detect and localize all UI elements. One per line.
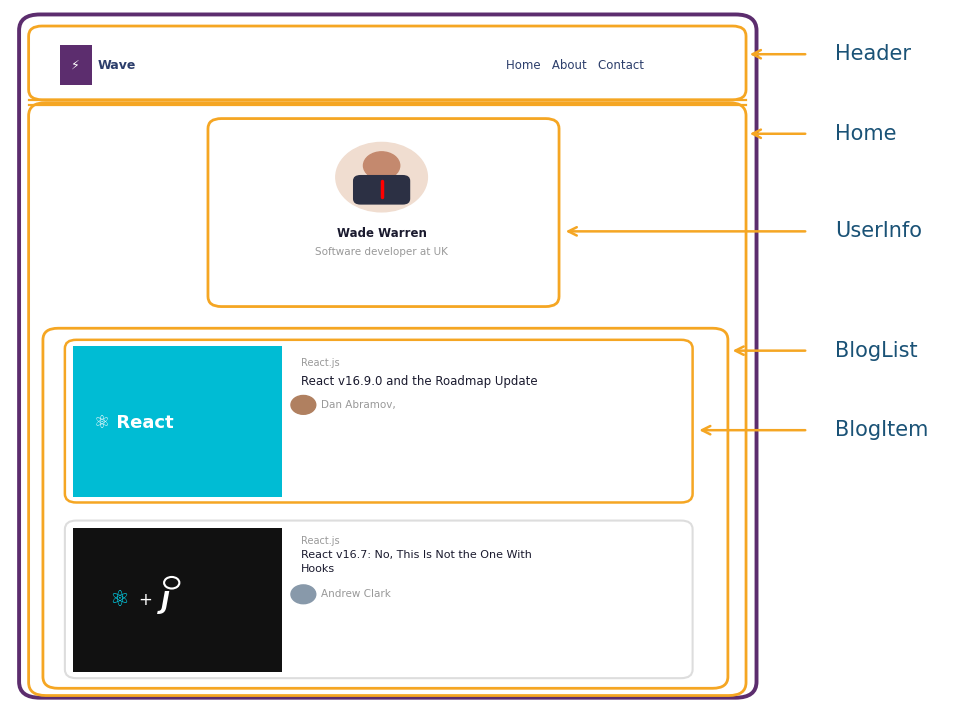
FancyBboxPatch shape (29, 26, 745, 100)
FancyBboxPatch shape (29, 103, 745, 696)
Text: React v16.9.0 and the Roadmap Update: React v16.9.0 and the Roadmap Update (300, 375, 537, 388)
Text: Wade Warren: Wade Warren (336, 227, 426, 240)
Circle shape (335, 142, 427, 212)
FancyBboxPatch shape (208, 119, 558, 307)
FancyBboxPatch shape (65, 340, 692, 502)
FancyBboxPatch shape (353, 175, 410, 205)
Text: Dan Abramov,: Dan Abramov, (321, 400, 395, 410)
Text: BlogItem: BlogItem (834, 420, 927, 440)
Text: J: J (160, 589, 170, 614)
Text: Home   About   Contact: Home About Contact (505, 59, 643, 72)
Text: ⚡: ⚡ (71, 59, 80, 72)
Circle shape (291, 585, 315, 604)
Text: React v16.7: No, This Is Not the One With
Hooks: React v16.7: No, This Is Not the One Wit… (300, 550, 531, 575)
Bar (72, 346, 282, 497)
Bar (72, 528, 282, 672)
FancyBboxPatch shape (65, 521, 692, 678)
Text: +: + (138, 591, 152, 609)
FancyBboxPatch shape (43, 328, 727, 688)
Text: React.js: React.js (300, 536, 338, 546)
Text: Header: Header (834, 44, 910, 64)
Text: UserInfo: UserInfo (834, 221, 921, 241)
Text: Andrew Clark: Andrew Clark (321, 589, 391, 599)
Text: Software developer at UK: Software developer at UK (314, 247, 448, 257)
Text: Wave: Wave (97, 59, 135, 72)
Text: BlogList: BlogList (834, 341, 917, 361)
Text: React.js: React.js (300, 358, 338, 368)
Text: Home: Home (834, 124, 895, 144)
Circle shape (363, 152, 399, 179)
Text: ⚛ React: ⚛ React (93, 414, 173, 432)
Circle shape (291, 395, 315, 414)
FancyBboxPatch shape (19, 14, 756, 698)
Bar (60, 45, 91, 85)
Text: ⚛: ⚛ (110, 590, 129, 610)
